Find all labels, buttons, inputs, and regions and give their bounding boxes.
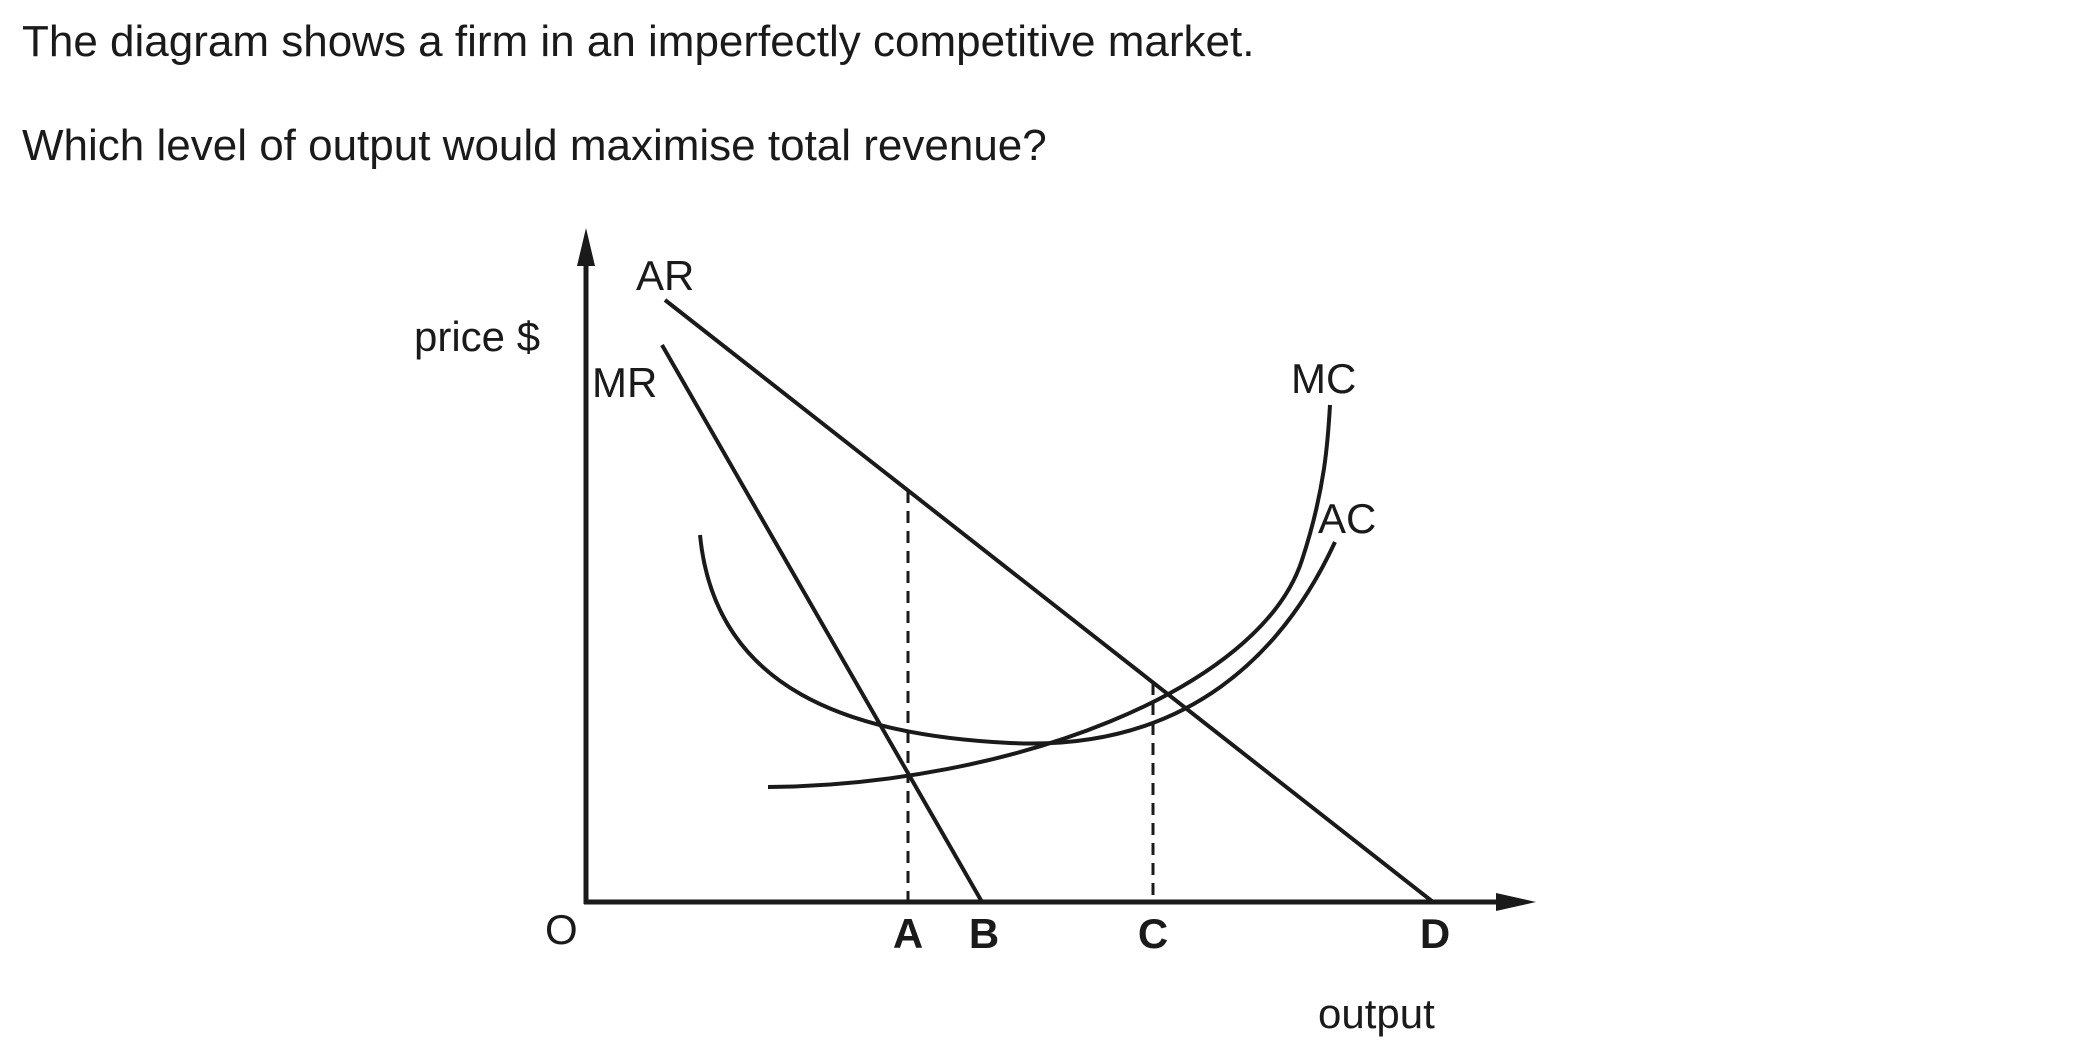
ar-label: AR (636, 252, 694, 299)
mc-label: MC (1291, 355, 1356, 402)
y-axis-label: price $ (414, 313, 540, 360)
question-intro: The diagram shows a firm in an imperfect… (22, 17, 1255, 66)
ac-label: AC (1318, 495, 1376, 542)
mr-label: MR (592, 359, 657, 406)
mr-curve (660, 344, 984, 903)
output-point-d: D (1420, 910, 1450, 957)
question-prompt: Which level of output would maximise tot… (22, 121, 1047, 170)
output-point-c: C (1138, 910, 1168, 957)
output-point-a: A (893, 910, 923, 957)
output-point-b: B (969, 910, 999, 957)
origin-label: O (545, 906, 578, 953)
x-axis-label: output (1318, 990, 1435, 1037)
ac-curve (698, 534, 1337, 746)
ar-curve (663, 298, 1435, 904)
y-axis-arrowhead (577, 228, 595, 266)
mc-curve (767, 404, 1332, 789)
x-axis-arrowhead (1496, 893, 1536, 911)
